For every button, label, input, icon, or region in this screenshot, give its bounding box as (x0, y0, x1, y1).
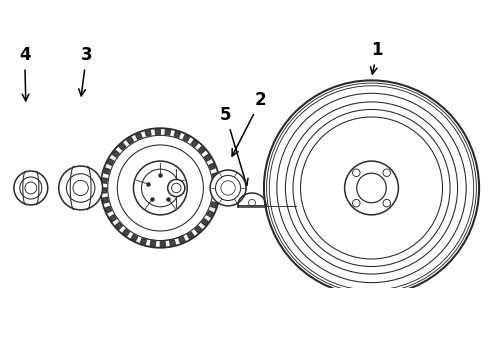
Polygon shape (160, 242, 166, 247)
Polygon shape (104, 168, 110, 174)
Polygon shape (119, 143, 126, 150)
Circle shape (210, 170, 246, 206)
Polygon shape (183, 135, 190, 141)
Polygon shape (207, 211, 214, 217)
Text: 4: 4 (19, 46, 30, 101)
Polygon shape (102, 188, 107, 193)
Polygon shape (198, 147, 205, 153)
Polygon shape (127, 137, 133, 144)
Polygon shape (204, 154, 211, 161)
Polygon shape (213, 193, 219, 198)
Polygon shape (150, 241, 156, 246)
Polygon shape (145, 130, 151, 136)
Polygon shape (201, 219, 208, 226)
Polygon shape (187, 232, 194, 239)
Bar (259, 288, 485, 301)
Text: 1: 1 (370, 41, 383, 74)
Polygon shape (170, 240, 175, 246)
Polygon shape (110, 215, 116, 221)
Polygon shape (195, 226, 202, 233)
Polygon shape (174, 131, 180, 138)
Circle shape (168, 179, 185, 197)
Polygon shape (165, 130, 171, 135)
Polygon shape (136, 133, 142, 139)
Polygon shape (116, 222, 122, 229)
Polygon shape (107, 159, 114, 165)
Polygon shape (155, 129, 160, 134)
Circle shape (59, 166, 102, 210)
Polygon shape (122, 229, 129, 236)
Polygon shape (102, 178, 107, 183)
Text: 3: 3 (79, 46, 92, 96)
Polygon shape (212, 173, 218, 179)
Polygon shape (191, 140, 198, 147)
Text: 2: 2 (232, 91, 267, 156)
Polygon shape (209, 163, 216, 170)
Polygon shape (105, 206, 112, 213)
Circle shape (133, 161, 187, 215)
Polygon shape (179, 237, 185, 243)
Polygon shape (102, 197, 108, 203)
Polygon shape (211, 202, 217, 208)
Polygon shape (140, 239, 147, 244)
Polygon shape (214, 183, 219, 188)
Polygon shape (131, 235, 138, 241)
Text: 5: 5 (220, 106, 248, 186)
Polygon shape (112, 150, 119, 157)
Circle shape (14, 171, 48, 205)
